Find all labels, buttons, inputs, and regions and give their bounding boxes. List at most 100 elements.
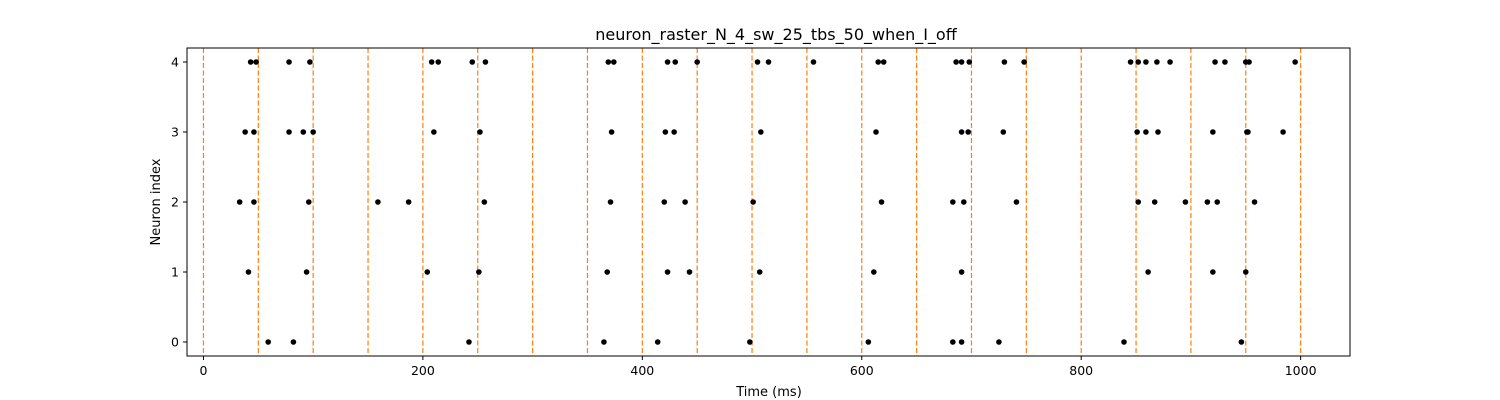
spike-point bbox=[1292, 59, 1298, 65]
spike-point bbox=[305, 199, 312, 205]
spike-point bbox=[873, 129, 879, 135]
spike-point bbox=[1167, 59, 1173, 65]
spike-point bbox=[245, 269, 252, 275]
spike-point bbox=[482, 59, 489, 65]
spike-point bbox=[1242, 269, 1249, 275]
spike-point bbox=[253, 59, 259, 65]
spike-point bbox=[1155, 129, 1161, 135]
spike-point bbox=[247, 59, 254, 65]
spike-point bbox=[664, 269, 671, 275]
spike-point bbox=[607, 199, 614, 205]
spike-point bbox=[428, 59, 435, 65]
spike-point bbox=[960, 199, 967, 205]
spike-point bbox=[469, 59, 476, 65]
spike-point bbox=[953, 59, 959, 65]
y-tick-label: 0 bbox=[171, 335, 179, 350]
spike-point bbox=[1204, 199, 1211, 205]
spike-point bbox=[424, 269, 431, 275]
x-axis-ticks: 0 200 400 600 800 1000 bbox=[199, 356, 1317, 378]
spike-point bbox=[610, 59, 617, 65]
spike-point bbox=[251, 129, 257, 135]
spike-point bbox=[966, 59, 973, 65]
spike-point bbox=[996, 339, 1002, 345]
spike-point bbox=[672, 59, 679, 65]
spike-point bbox=[1021, 59, 1027, 65]
spike-point bbox=[290, 339, 297, 345]
spike-point bbox=[265, 339, 271, 345]
spike-point bbox=[466, 339, 472, 345]
spike-point bbox=[750, 199, 756, 205]
spike-point bbox=[1251, 199, 1258, 205]
spike-point bbox=[236, 199, 243, 205]
spike-point bbox=[431, 129, 437, 135]
x-tick-label: 400 bbox=[630, 363, 654, 378]
spike-point bbox=[661, 199, 668, 205]
spike-point bbox=[310, 129, 316, 135]
spike-point bbox=[286, 129, 292, 135]
spike-point bbox=[1000, 129, 1007, 135]
spike-point bbox=[242, 129, 248, 135]
spike-point bbox=[950, 199, 956, 205]
spike-point bbox=[958, 129, 965, 135]
spike-point bbox=[300, 129, 307, 135]
spike-point bbox=[682, 199, 688, 205]
spike-point bbox=[1210, 269, 1216, 275]
spike-point bbox=[601, 339, 607, 345]
chart-title: neuron_raster_N_4_sw_25_tbs_50_when_I_of… bbox=[595, 25, 957, 45]
spike-point bbox=[950, 339, 956, 345]
spike-point bbox=[1001, 59, 1008, 65]
plot-frame bbox=[186, 47, 1351, 357]
spike-point bbox=[747, 339, 753, 345]
spike-point bbox=[965, 129, 971, 135]
x-axis-title: Time (ms) bbox=[735, 385, 802, 400]
spike-point bbox=[435, 59, 442, 65]
x-tick-label: 600 bbox=[850, 363, 874, 378]
spike-point bbox=[1182, 199, 1189, 205]
vertical-lines bbox=[202, 48, 1302, 356]
spike-point bbox=[758, 129, 764, 135]
spike-point bbox=[1143, 129, 1149, 135]
y-tick-label: 4 bbox=[171, 55, 179, 70]
spike-point bbox=[1151, 199, 1158, 205]
spike-point bbox=[958, 339, 965, 345]
spike-point bbox=[664, 59, 671, 65]
y-axis-title: Neuron index bbox=[149, 158, 164, 245]
spike-point bbox=[481, 199, 488, 205]
spike-point bbox=[1212, 59, 1218, 65]
y-axis-ticks: 0 1 2 3 4 bbox=[171, 55, 187, 350]
spike-point bbox=[476, 269, 482, 275]
x-tick-label: 1000 bbox=[1285, 363, 1317, 378]
x-tick-label: 800 bbox=[1069, 363, 1093, 378]
spike-point bbox=[1280, 129, 1286, 135]
spike-point bbox=[1121, 339, 1127, 345]
spike-point bbox=[1246, 59, 1252, 65]
spike-point bbox=[756, 269, 763, 275]
spike-point bbox=[694, 59, 700, 65]
spike-point bbox=[1214, 199, 1221, 205]
spike-point bbox=[810, 59, 817, 65]
spike-point bbox=[604, 269, 611, 275]
spike-point bbox=[1145, 269, 1151, 275]
spike-point bbox=[875, 59, 882, 65]
spike-point bbox=[958, 59, 965, 65]
spike-point bbox=[671, 129, 677, 135]
spike-point bbox=[405, 199, 412, 205]
spike-point bbox=[477, 129, 483, 135]
spike-point bbox=[1245, 129, 1251, 135]
y-tick-label: 1 bbox=[171, 265, 179, 280]
spike-point bbox=[1013, 199, 1020, 205]
y-tick-label: 3 bbox=[171, 125, 179, 140]
spike-point bbox=[608, 129, 615, 135]
spike-point bbox=[251, 199, 257, 205]
spike-point bbox=[765, 59, 772, 65]
spike-point bbox=[286, 59, 292, 65]
spike-point bbox=[1154, 59, 1160, 65]
spike-point bbox=[1222, 59, 1228, 65]
spike-point bbox=[1134, 129, 1140, 135]
spike-point bbox=[1143, 59, 1149, 65]
x-tick-label: 0 bbox=[199, 363, 207, 378]
spike-point bbox=[654, 339, 661, 345]
spike-point bbox=[686, 269, 693, 275]
spike-point bbox=[1238, 339, 1245, 345]
